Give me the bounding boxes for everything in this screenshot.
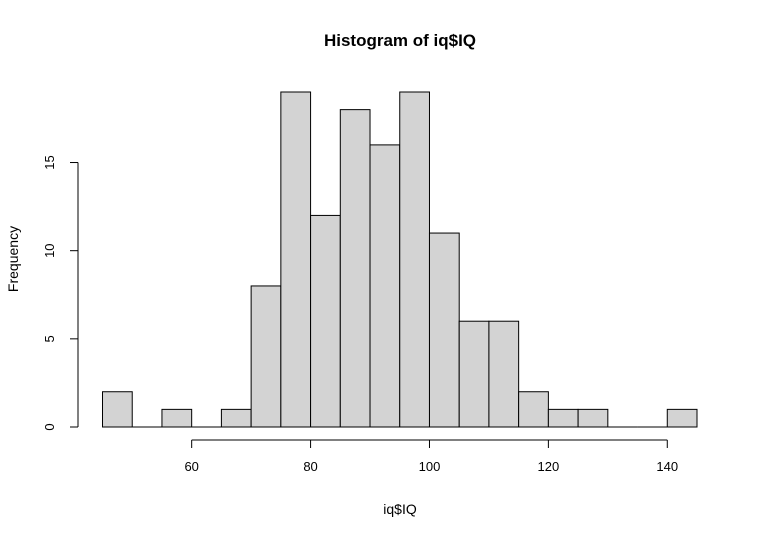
histogram-bar <box>161 408 193 428</box>
x-tick-label: 100 <box>419 459 441 474</box>
y-tick-label: 15 <box>42 155 57 169</box>
y-axis-label: Frequency <box>5 226 21 292</box>
histogram-bar <box>488 320 520 428</box>
histogram-bar <box>369 144 401 428</box>
x-axis-label: iq$IQ <box>383 501 417 517</box>
y-tick-label: 10 <box>42 243 57 257</box>
x-tick-label: 140 <box>656 459 678 474</box>
histogram-bar <box>310 214 341 428</box>
y-tick-label: 5 <box>42 335 57 342</box>
x-tick-label: 60 <box>184 459 198 474</box>
histogram-bar <box>428 232 460 428</box>
histogram-bar <box>220 408 252 428</box>
histogram-bar <box>250 285 282 428</box>
chart-title: Histogram of iq$IQ <box>324 31 476 50</box>
y-tick-label: 0 <box>42 423 57 430</box>
histogram-bar <box>577 408 609 428</box>
x-tick-label: 80 <box>303 459 317 474</box>
histogram-bar <box>518 391 549 428</box>
histogram-bar <box>399 91 430 428</box>
histogram-bar <box>547 408 579 428</box>
histogram-bar <box>458 320 490 428</box>
bars-group <box>102 91 698 428</box>
x-tick-label: 120 <box>538 459 560 474</box>
histogram-bar <box>280 91 312 428</box>
x-axis: 60 80 100 120 140 <box>184 439 678 474</box>
y-axis: 0 5 10 15 <box>42 155 79 431</box>
histogram-bar <box>339 109 371 428</box>
histogram-bar <box>666 408 698 428</box>
histogram-bar <box>102 391 133 428</box>
